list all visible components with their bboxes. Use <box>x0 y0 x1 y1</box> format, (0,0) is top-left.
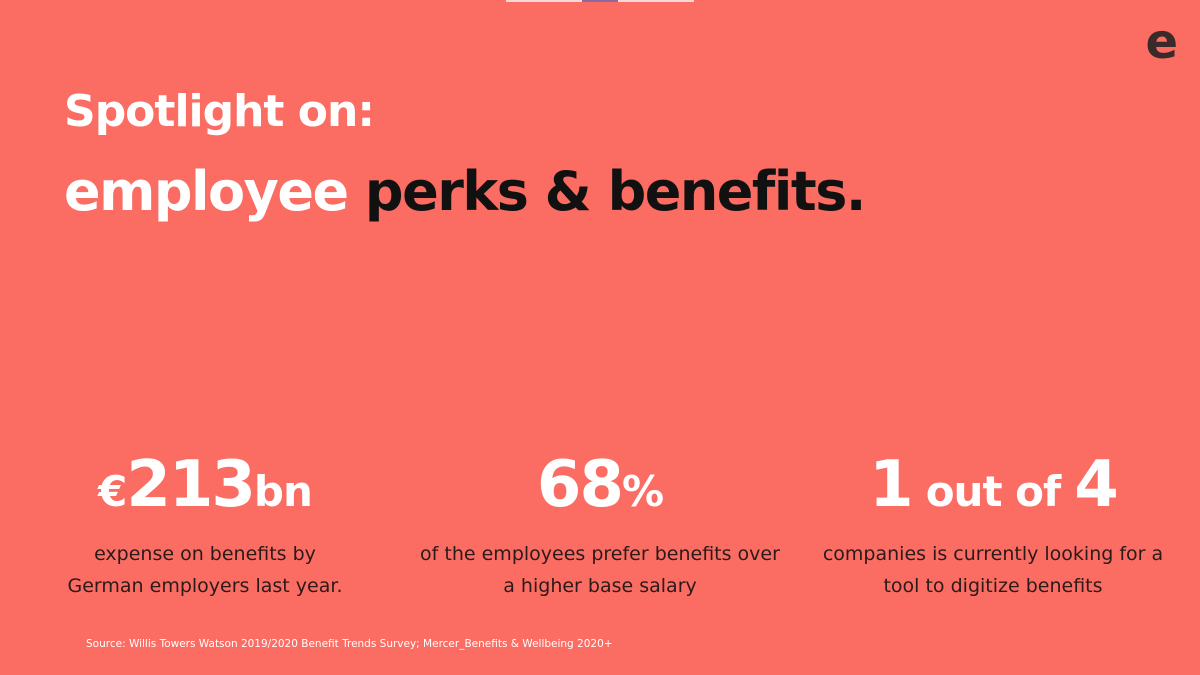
stat-description-line: of the employees prefer benefits over <box>420 543 780 565</box>
stat-number: 1 out of 4 <box>793 440 1193 530</box>
stat-description-line: a higher base salary <box>503 575 697 597</box>
stat-description: expense on benefits by German employers l… <box>5 538 405 602</box>
subtitle-highlight: employee <box>64 160 349 223</box>
title: Spotlight on: <box>64 86 375 137</box>
stat: 1 out of 4 companies is currently looking f… <box>793 440 1193 602</box>
stat-number-part: 68 <box>536 448 624 522</box>
stat-number-part: 213 <box>126 448 256 522</box>
stat-description-line: expense on benefits by <box>94 543 316 565</box>
stat-description-line: companies is currently looking for a <box>822 543 1164 565</box>
stat-number-part: bn <box>253 467 313 516</box>
top-bar-marker <box>582 0 618 2</box>
stat-description-line: tool to digitize benefits <box>883 575 1103 597</box>
stat-description: companies is currently looking for a tool… <box>793 538 1193 602</box>
stat-description: of the employees prefer benefits over a h… <box>400 538 800 602</box>
stat: 68% of the employees prefer benefits over… <box>400 440 800 602</box>
stat-number-part: out of <box>925 467 1062 516</box>
stat-number-part: 1 <box>869 448 914 522</box>
stat-description-line: German employers last year. <box>67 575 343 597</box>
stat-number-part: 4 <box>1074 448 1119 522</box>
stat: €213bn expense on benefits by German emplo… <box>5 440 405 602</box>
logo: e <box>1145 14 1178 70</box>
stat-number: €213bn <box>5 440 405 530</box>
subtitle: employee perks & benefits. <box>64 160 866 223</box>
stat-number-part: € <box>98 467 127 516</box>
subtitle-main: perks & benefits. <box>364 160 866 223</box>
stat-number: 68% <box>400 440 800 530</box>
source: Source: Willis Towers Watson 2019/2020 B… <box>86 638 613 650</box>
stat-number-part: % <box>621 467 664 516</box>
